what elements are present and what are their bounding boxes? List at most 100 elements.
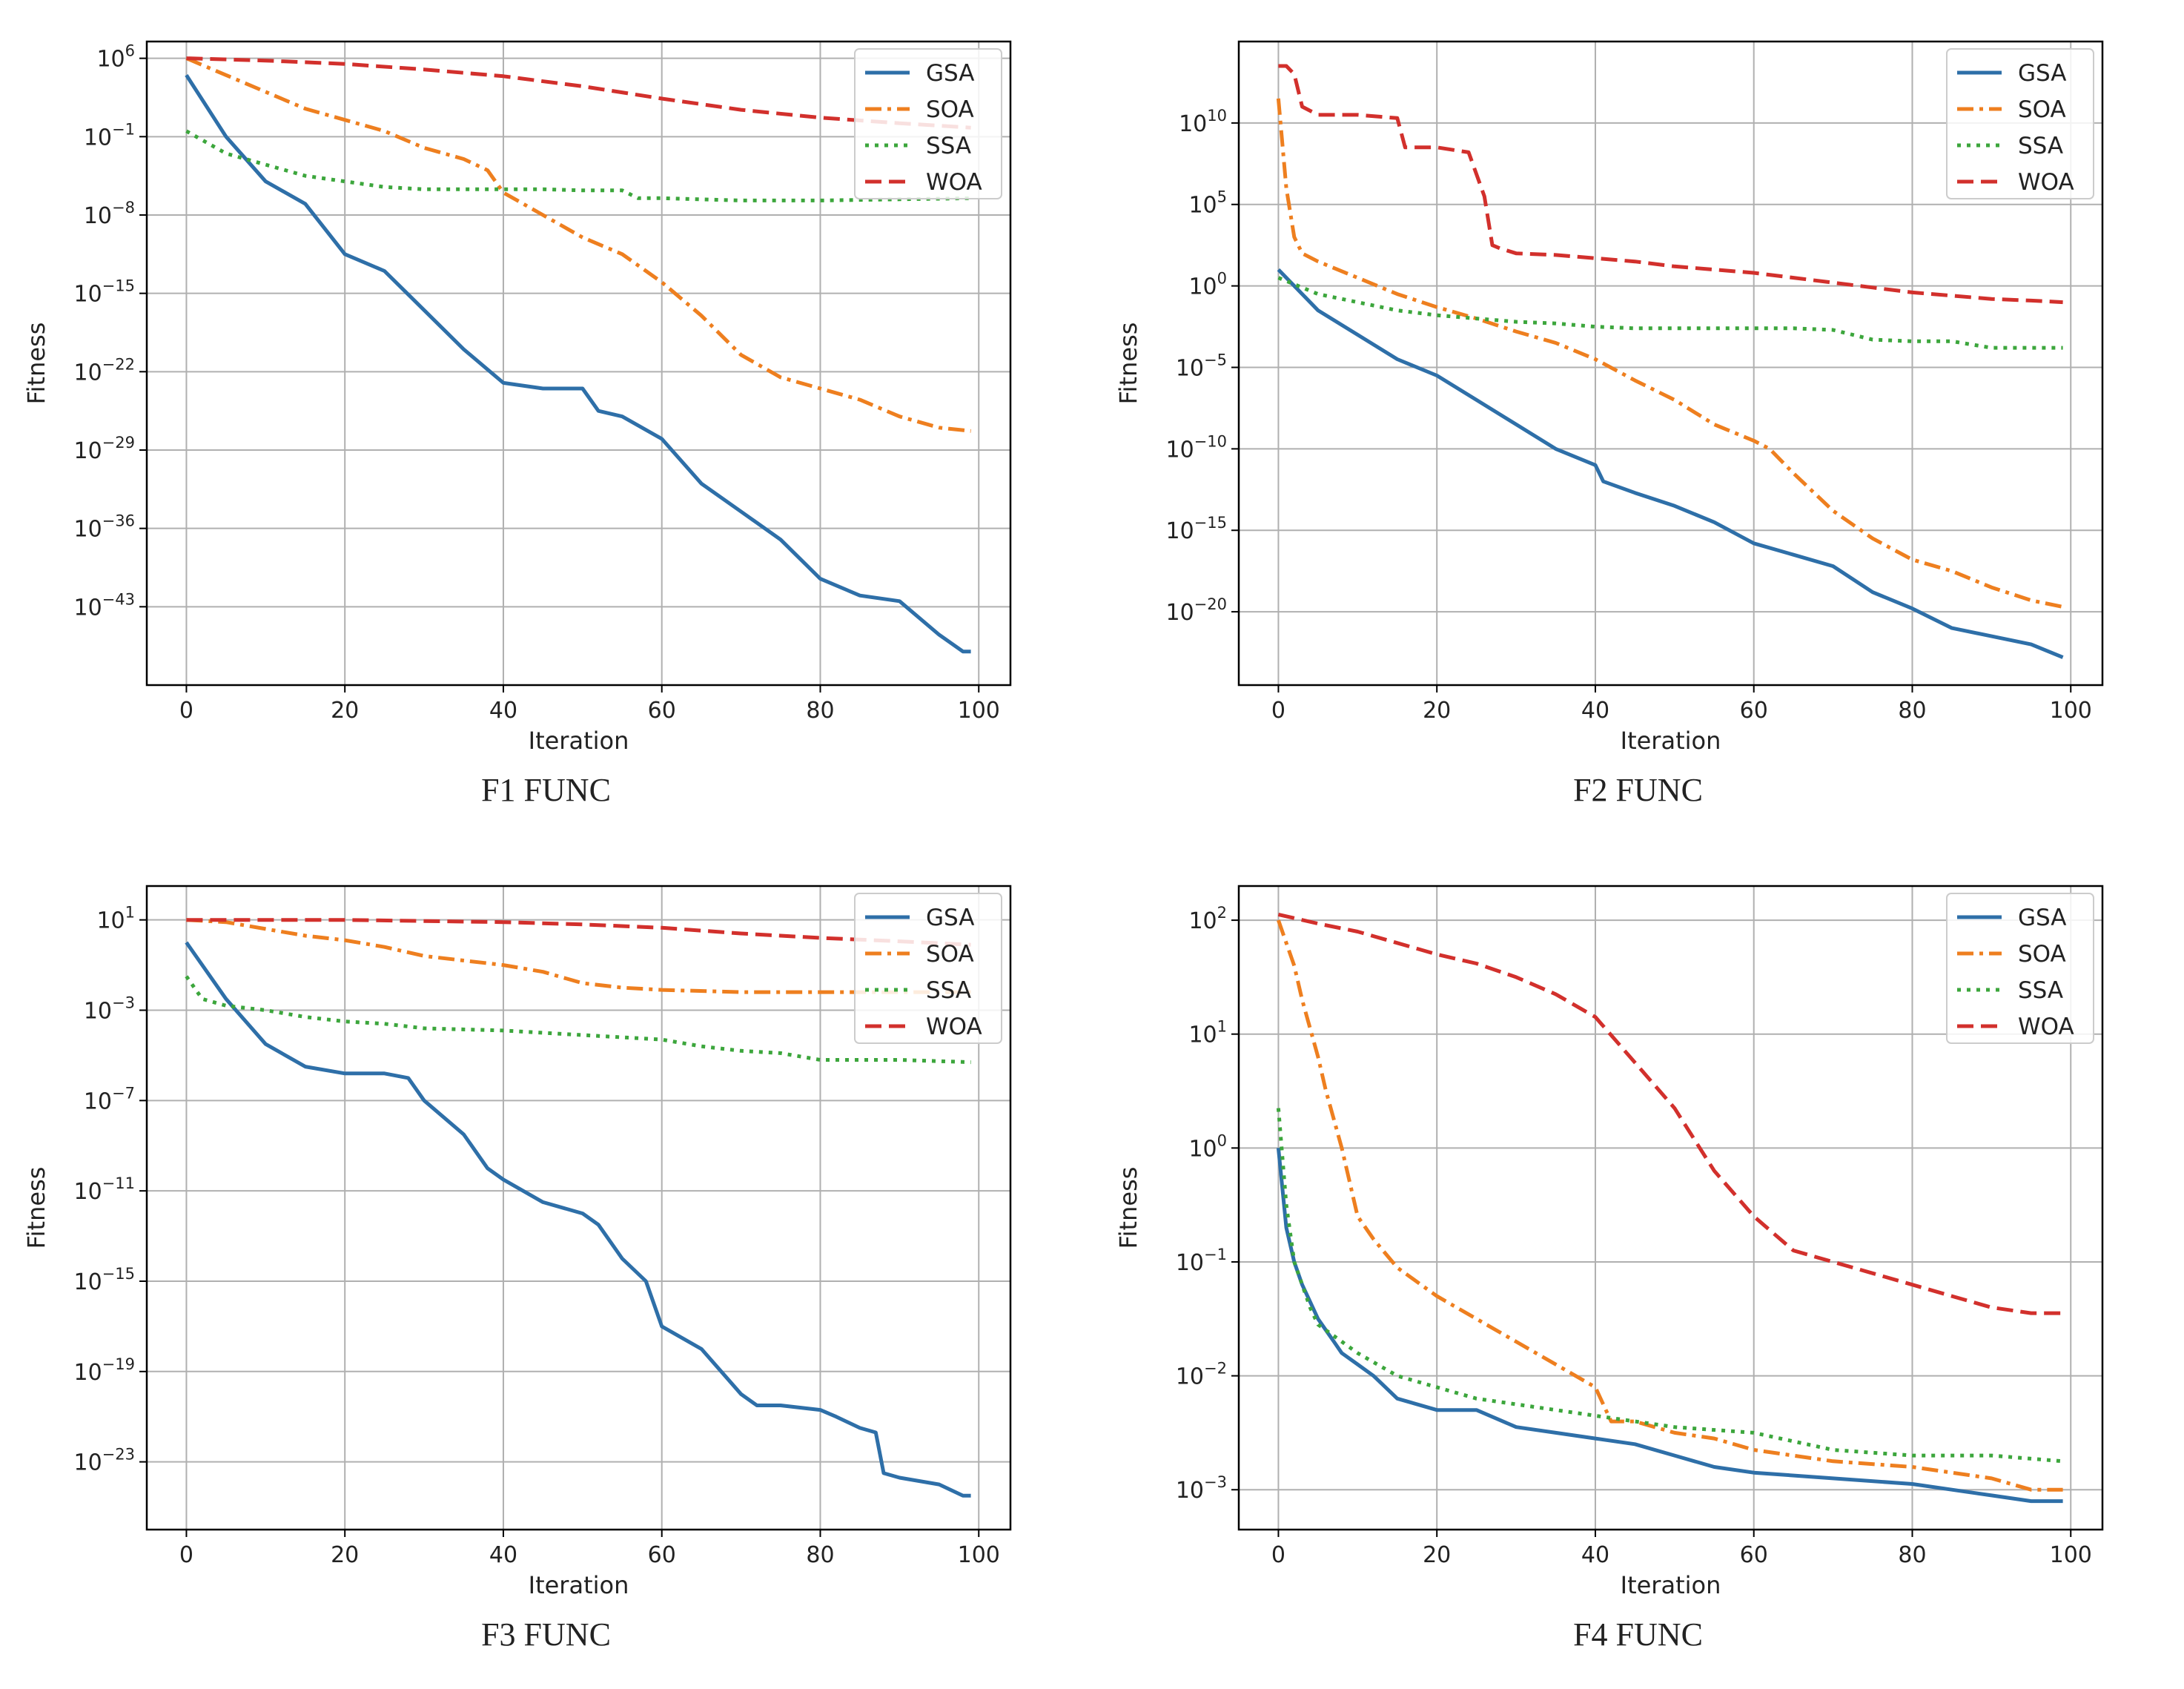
y-tick-label: 101 [96,904,135,934]
x-tick-label: 80 [1898,1542,1926,1568]
y-tick-label: 10−7 [84,1084,135,1114]
x-tick-label: 40 [489,698,517,724]
chart-svg: 0 20 40 60 80 100 101 10−3 10−7 10−11 10−15 10−19 10… [22,885,1012,1599]
x-axis-label: Iteration [529,727,629,755]
x-tick-label: 40 [489,1542,517,1568]
chart-svg: 0 20 40 60 80 100 1010 105 100 10−5 10−10 10−15 10−2… [1114,40,2104,755]
series-line-soa [186,918,971,994]
legend-box [1946,893,2094,1044]
chart-caption: F1 FUNC [481,772,611,808]
y-tick-label: 100 [1188,270,1227,300]
series-line-gsa [1277,268,2064,659]
chart-svg: 0 20 40 60 80 100 106 10−1 10−8 10−15 10−22 10−29 10… [22,40,1012,755]
y-tick-label: 10−43 [73,590,135,621]
x-tick-label: 80 [806,698,834,724]
x-tick-label: 0 [1271,1542,1285,1568]
y-axis-label: Fitness [1114,1167,1142,1249]
y-tick-label: 1010 [1179,107,1227,137]
y-tick-label: 106 [96,42,135,73]
legend-label-soa: SOA [2018,96,2066,123]
legend-label-woa: WOA [926,169,982,196]
y-tick-label: 10−5 [1176,351,1227,381]
series-line-woa [1278,64,2063,305]
y-tick-label: 10−1 [84,120,135,151]
y-tick-label: 102 [1188,904,1227,934]
legend-label-gsa: GSA [926,60,974,87]
y-tick-label: 10−1 [1176,1246,1227,1276]
chart-panel-f3: 0 20 40 60 80 100 101 10−3 10−7 10−11 10−15 10−19 10… [0,844,1092,1689]
y-tick-label: 10−11 [73,1174,135,1205]
series-line-gsa [185,941,971,1498]
y-tick-label: 101 [1188,1018,1227,1048]
x-tick-label: 40 [1581,1542,1609,1568]
series-line-gsa [1276,1148,2063,1504]
x-tick-label: 0 [1271,698,1285,724]
legend-box [854,48,1002,199]
series-line-woa [1277,912,2063,1315]
chart-caption: F2 FUNC [1573,772,1703,808]
y-tick-label: 10−19 [73,1355,135,1386]
legend-label-gsa: GSA [2018,905,2066,931]
legend-label-ssa: SSA [926,977,971,1004]
series-line-ssa [1276,1108,2063,1464]
x-tick-label: 40 [1581,698,1609,724]
x-tick-label: 60 [1740,1542,1768,1568]
chart-panel-f4: 0 20 40 60 80 100 102 101 100 10−1 10−2 10−3 Iterati… [1092,844,2184,1689]
legend-label-soa: SOA [2018,941,2066,968]
legend-label-gsa: GSA [926,905,974,931]
x-tick-label: 60 [648,1542,676,1568]
legend-label-woa: WOA [2018,169,2074,196]
y-axis-label: Fitness [22,1167,50,1249]
x-tick-label: 100 [958,698,1000,724]
chart-caption: F3 FUNC [481,1616,611,1653]
plot-frame [1237,885,2104,1531]
series-line-woa [186,56,971,130]
y-tick-label: 10−15 [1165,514,1227,544]
series-line-soa [185,56,971,433]
x-tick-label: 20 [1423,698,1451,724]
y-tick-label: 10−2 [1176,1360,1227,1390]
legend-label-gsa: GSA [2018,60,2066,87]
x-tick-label: 0 [179,1542,193,1568]
y-tick-label: 10−29 [73,434,135,464]
chart-panel-f2: 0 20 40 60 80 100 1010 105 100 10−5 10−10 10−15 10−2… [1092,0,2184,844]
series-line-ssa [185,975,971,1065]
y-tick-label: 100 [1188,1131,1227,1162]
legend-label-ssa: SSA [2018,133,2063,159]
x-tick-label: 80 [1898,698,1926,724]
legend-label-woa: WOA [2018,1014,2074,1040]
y-tick-label: 10−3 [84,994,135,1025]
y-tick-label: 105 [1188,188,1227,219]
x-tick-label: 100 [2050,698,2092,724]
y-tick-label: 10−15 [73,1265,135,1295]
x-axis-label: Iteration [1621,727,1721,755]
legend-box [854,893,1002,1044]
series-line-soa [1276,98,2064,609]
x-tick-label: 80 [806,1542,834,1568]
y-tick-label: 10−20 [1165,595,1227,626]
chart-panel-f1: 0 20 40 60 80 100 106 10−1 10−8 10−15 10−22 10−29 10… [0,0,1092,844]
legend-label-ssa: SSA [926,133,971,159]
y-tick-label: 10−22 [73,355,135,386]
series-line-soa [1277,919,2063,1492]
plot-frame [145,885,1012,1531]
y-axis-label: Fitness [1114,323,1142,405]
x-axis-label: Iteration [1621,1571,1721,1599]
plot-frame [1237,40,2104,687]
y-tick-label: 10−23 [73,1446,135,1476]
y-tick-label: 10−36 [73,512,135,543]
legend-label-woa: WOA [926,1014,982,1040]
x-tick-label: 20 [331,1542,359,1568]
series-line-ssa [185,129,971,202]
x-tick-label: 20 [1423,1542,1451,1568]
chart-svg: 0 20 40 60 80 100 102 101 100 10−1 10−2 10−3 Iterati… [1114,885,2104,1599]
x-tick-label: 0 [179,698,193,724]
x-tick-label: 20 [331,698,359,724]
y-tick-label: 10−3 [1176,1473,1227,1504]
legend-label-soa: SOA [926,96,974,123]
plot-frame [145,40,1012,687]
series-line-woa [186,918,971,947]
x-tick-label: 60 [648,698,676,724]
chart-caption: F4 FUNC [1573,1616,1703,1653]
y-axis-label: Fitness [22,323,50,405]
